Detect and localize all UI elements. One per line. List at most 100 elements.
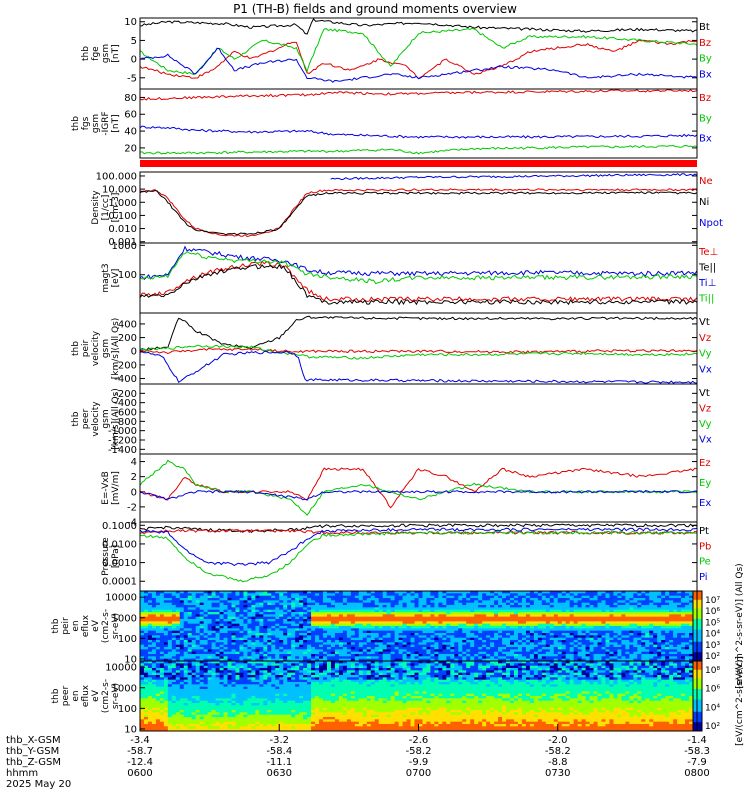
tick-label: 5 [131, 36, 137, 47]
tick-label: 10000 [105, 593, 137, 604]
colorbar-label: [eV/(cm^2-s-sr-eV)] [735, 656, 745, 746]
tick-label: -4 [127, 518, 137, 529]
legend-Ex: Ex [699, 498, 711, 509]
ylabel-spec_ion: en [71, 620, 81, 631]
tick-label: 1000 [112, 613, 137, 624]
ylabel-spec_ele: peer [61, 685, 71, 706]
xaxis-value-y: -58.7 [127, 746, 153, 757]
xaxis-value-y: -58.2 [406, 746, 432, 757]
series-Ti|| [139, 251, 698, 285]
tick-label: -200 [114, 389, 137, 400]
ylabel-bfield: [nT] [111, 44, 121, 62]
series-Te⊥ [139, 260, 698, 303]
legend-Npot: Npot [699, 218, 723, 229]
ylabel-density: [cm-3] [111, 193, 121, 223]
panel-spec_ele: thb peer en eflux eV (cm2-s-sr-eV) 10000 1000 10… [51, 656, 745, 746]
xaxis-value-time: 0730 [545, 768, 570, 779]
legend-Ey: Ey [699, 478, 711, 489]
xaxis-row-label: thb_Y-GSM [6, 746, 59, 757]
tick-label: 400 [118, 319, 137, 330]
tick-label: 60 [124, 110, 137, 121]
xaxis-row-label: hhmm [6, 768, 38, 779]
tick-label: -5 [127, 73, 137, 84]
ylabel-bgsm: -IGRF [101, 111, 111, 135]
ylabel-vpeer: velocity [91, 401, 101, 437]
panel-vpeir: thb peir velocity gsm [km/s](All Qs)400 200 0 -… [71, 312, 712, 385]
legend-Vt: Vt [699, 388, 710, 399]
colorbar-label: [eV/(cm^2-s-sr-eV)] (All Qs) [735, 563, 745, 688]
series-Ey [139, 459, 698, 516]
series-Pt [139, 523, 698, 533]
panel-efield: E=-VxB [mV/m] 4 2 0 -2 -4 Ez Ey Ex [101, 453, 711, 529]
tick-label: 0 [131, 487, 137, 498]
tick-label: 0 [131, 55, 137, 66]
ylabel-vpeer: peer [81, 408, 91, 429]
colorbar-tick: 10⁶ [705, 685, 720, 695]
legend-Vx: Vx [699, 364, 712, 375]
tick-label: 0.1000 [102, 521, 137, 532]
panel-vpeer: thb peer velocity gsm [km/s](All Qs)-200-400… [71, 383, 712, 456]
ylabel-spec_ele: sr-eV) [111, 683, 121, 709]
xaxis-row-label: thb_X-GSM [6, 735, 61, 746]
xaxis-value-y: -58.3 [684, 746, 710, 757]
legend-Pi: Pi [699, 572, 708, 583]
legend-Pt: Pt [699, 526, 709, 537]
tick-label: 0.001 [108, 237, 137, 248]
tick-label: -600 [114, 408, 137, 419]
series-By [139, 27, 698, 76]
ylabel-efield: E=-VxB [101, 471, 111, 505]
legend-Vy: Vy [699, 349, 712, 360]
xaxis-value-y: -58.2 [545, 746, 571, 757]
panel-pressure: Pressure [nPa] 0.1000 0.0100 0.0010 0.0001 Pt P… [101, 521, 711, 592]
colorbar-tick: 10² [705, 652, 720, 662]
tick-label: 2 [131, 472, 137, 483]
tick-label: 0.100 [108, 211, 137, 222]
tick-label: -1000 [108, 426, 137, 437]
colorbar-tick: 10⁷ [705, 596, 720, 606]
xaxis-row-label: 2025 May 20 [6, 779, 71, 790]
legend-Te||: Te|| [698, 263, 716, 274]
tick-label: 10 [124, 17, 137, 28]
tick-label: 10000 [105, 663, 137, 674]
ylabel-spec_ion: eflux [81, 614, 91, 637]
ylabel-spec_ion: (cm2-s- [101, 609, 111, 643]
tick-label: 1000 [112, 241, 137, 252]
ylabel-spec_ele: en [71, 690, 81, 701]
series-Ne [139, 188, 698, 238]
ylabel-bfield: fge [91, 46, 101, 61]
ylabel-density: [1/cc] [101, 195, 111, 221]
ylabel-vpeer: thb [71, 411, 81, 426]
legend-Vx: Vx [699, 435, 712, 446]
colorbar-tick: 10⁴ [705, 703, 720, 713]
tick-label: 0.0001 [102, 577, 137, 588]
legend-Vy: Vy [699, 419, 712, 430]
series-Bx [139, 47, 698, 83]
xaxis-value-time: 0600 [127, 768, 152, 779]
tick-label: 0.0100 [102, 539, 137, 550]
panel-spec_ion: thb peir en eflux eV (cm2-s-sr-eV) 10000 1000 10… [51, 563, 745, 688]
tick-label: 200 [118, 333, 137, 344]
ylabel-spec_ion: peir [61, 617, 71, 635]
xaxis-value-z: -8.8 [548, 757, 568, 768]
xaxis-value-z: -12.4 [127, 757, 153, 768]
ylabel-spec_ion: sr-eV) [111, 613, 121, 639]
tick-label: 100 [118, 704, 137, 715]
legend-Ez: Ez [699, 458, 711, 469]
ylabel-spec_ele: (cm2-s- [101, 679, 111, 713]
series-Pi [139, 527, 698, 567]
tick-label: 80 [124, 93, 137, 104]
tick-label: 4 [131, 457, 137, 468]
legend-Vz: Vz [699, 333, 711, 344]
series-Te|| [139, 263, 698, 306]
xaxis-value-x: -3.2 [269, 735, 289, 746]
ylabel-temp: [eV] [111, 269, 121, 288]
colorbar-tick: 10⁶ [705, 607, 720, 617]
ylabel-bgsm: gsm [91, 114, 101, 133]
panel-temp: magt3 [eV] 1000 100 Te⊥ Te|| Ti⊥ Ti|| [101, 241, 718, 314]
legend-Bx: Bx [699, 69, 712, 80]
legend-Ti⊥: Ti⊥ [698, 278, 716, 289]
tick-label: 100 [118, 634, 137, 645]
tick-label: 0.010 [108, 224, 137, 235]
ylabel-vpeir: thb [71, 341, 81, 356]
